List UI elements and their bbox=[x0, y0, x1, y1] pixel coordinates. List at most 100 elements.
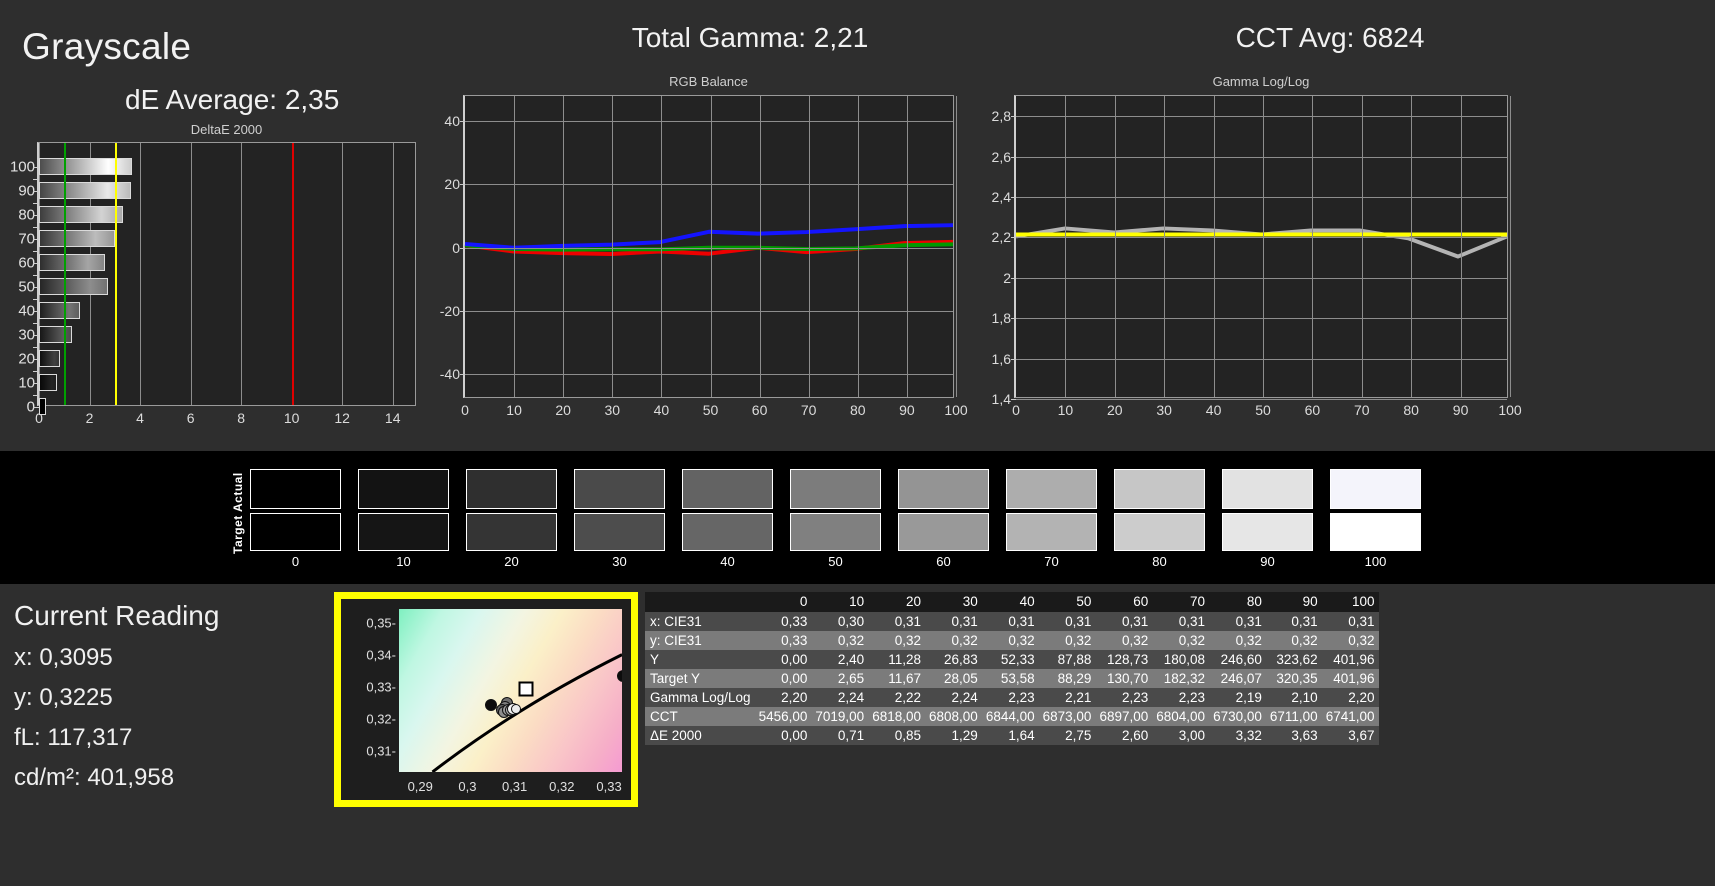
gamma-loglog-xtick-label: 60 bbox=[1304, 402, 1321, 418]
table-cell: 0,31 bbox=[981, 612, 1039, 631]
rgb-balance-chart[interactable]: -40 -20 0 20 40 0 10 20 30 40 50 60 70 80 90 100 bbox=[440, 95, 968, 418]
gamma-loglog-gridline bbox=[1016, 237, 1507, 239]
cie-xtick-label: 0,33 bbox=[596, 779, 622, 794]
table-row[interactable]: x: CIE31 0,33 0,30 0,31 0,31 0,31 0,31 0,31 0,31… bbox=[645, 612, 1379, 631]
rgb-balance-gridline-v bbox=[759, 96, 761, 397]
gamma-loglog-ytick-mark bbox=[1011, 277, 1016, 279]
table-cell: 0,31 bbox=[1038, 612, 1096, 631]
table-row[interactable]: Target Y 0,00 2,65 11,67 28,05 53,58 88,29 130,… bbox=[645, 669, 1379, 688]
deltae-ytick-mark bbox=[33, 359, 39, 360]
gamma-loglog-gridline-v bbox=[1065, 96, 1067, 397]
gamma-loglog-ytick-mark bbox=[1011, 358, 1016, 360]
table-column-header: 0 bbox=[754, 592, 812, 612]
rgb-balance-gridline-v bbox=[514, 96, 516, 397]
rgb-balance-gridline-v bbox=[956, 96, 957, 397]
total-gamma-readout: Total Gamma: 2,21 bbox=[631, 22, 869, 53]
deltae-ytick-mark-minor bbox=[33, 251, 39, 252]
table-cell: 0,32 bbox=[868, 631, 925, 650]
table-cell: 2,21 bbox=[1038, 688, 1096, 707]
rgb-balance-xtick-label: 50 bbox=[702, 402, 719, 418]
deltae-ytick-mark-minor bbox=[33, 227, 39, 228]
patch-actual bbox=[574, 469, 665, 509]
table-cell: 2,75 bbox=[1038, 726, 1096, 745]
gamma-loglog-gridline bbox=[1016, 358, 1507, 360]
gamma-loglog-ytick-mark bbox=[1011, 197, 1016, 198]
table-row[interactable]: Y 0,00 2,40 11,28 26,83 52,33 87,88 128,73 180,0… bbox=[645, 650, 1379, 669]
table-row-label: CCT bbox=[645, 707, 755, 726]
table-cell: 6873,00 bbox=[1038, 707, 1096, 726]
gamma-loglog-series bbox=[1015, 226, 1508, 259]
measurements-table[interactable]: 0 10 20 30 40 50 60 70 80 90 100 x: CIE31 0,33 0,30 0,… bbox=[645, 592, 1379, 745]
deltae-xtick-label: 0 bbox=[35, 410, 43, 426]
rgb-balance-gridline bbox=[465, 247, 953, 249]
deltae-ytick-mark bbox=[33, 263, 39, 264]
green-threshold-line bbox=[64, 143, 67, 405]
gamma-loglog-xtick-label: 30 bbox=[1156, 402, 1172, 418]
cie-xtick-label: 0,3 bbox=[458, 779, 477, 794]
deltae-gridline bbox=[241, 143, 243, 405]
table-cell: 0,32 bbox=[1095, 631, 1153, 650]
table-column-header: 100 bbox=[1321, 592, 1379, 612]
gamma-loglog-xtick-label: 10 bbox=[1057, 402, 1074, 418]
page-title: Grayscale bbox=[22, 26, 192, 67]
cie-ytick-label: 0,31- bbox=[366, 743, 396, 759]
patch-actual bbox=[358, 469, 449, 509]
table-cell: 3,63 bbox=[1265, 726, 1322, 745]
cie-ytick-label: 0,32- bbox=[366, 711, 396, 727]
table-cell: 0,31 bbox=[1152, 612, 1210, 631]
rgb-balance-series-blue bbox=[464, 223, 954, 250]
table-cell: 0,31 bbox=[868, 612, 925, 631]
deltae-bar bbox=[39, 374, 57, 391]
table-row-label: x: CIE31 bbox=[645, 612, 755, 631]
target-row-label: Target bbox=[231, 515, 245, 555]
cie-chromaticity-chart[interactable]: 0,35- 0,34- 0,33- 0,32- 0,31- 0,29 0,3 0,31 0,32… bbox=[334, 592, 638, 807]
table-cell: 6804,00 bbox=[1152, 707, 1210, 726]
deltae-ytick-label: 80 bbox=[18, 206, 35, 224]
rgb-balance-xtick-label: 60 bbox=[751, 402, 768, 418]
patch-level-label: 90 bbox=[1260, 554, 1275, 569]
gamma-loglog-gridline-v bbox=[1114, 96, 1116, 397]
rgb-balance-xtick-label: 40 bbox=[653, 402, 670, 418]
deltae-ytick-mark-minor bbox=[33, 299, 39, 300]
table-row[interactable]: ΔE 2000 0,00 0,71 0,85 1,29 1,64 2,75 2,60 3,00 3… bbox=[645, 726, 1379, 745]
deltae-ytick-mark-minor bbox=[33, 371, 39, 372]
gamma-loglog-chart[interactable]: 1,4 1,6 1,8 2 2,2 2,4 2,6 2,8 0 10 20 30 40 50 60 70 80 9… bbox=[992, 95, 1522, 418]
deltae-ytick-label: 30 bbox=[18, 326, 35, 344]
table-row-label: y: CIE31 bbox=[645, 631, 755, 650]
gamma-loglog-gridline bbox=[1016, 277, 1507, 279]
actual-row-label: Actual bbox=[231, 472, 245, 512]
patch-target bbox=[898, 513, 989, 551]
table-row-label: ΔE 2000 bbox=[645, 726, 755, 745]
deltae-2000-chart[interactable]: 0 2 4 6 8 10 12 14 0 10 20 30 40 50 60 70 80 90 100 bbox=[10, 142, 416, 426]
deltae-ytick-label: 90 bbox=[18, 182, 35, 200]
deltae-chart-title: DeltaE 2000 bbox=[190, 122, 263, 137]
table-row[interactable]: y: CIE31 0,33 0,32 0,32 0,32 0,32 0,32 0,32 0,32… bbox=[645, 631, 1379, 650]
table-cell: 2,24 bbox=[811, 688, 869, 707]
patch-target bbox=[682, 513, 773, 551]
gamma-loglog-gridline-v bbox=[1213, 96, 1215, 397]
table-cell: 53,58 bbox=[981, 669, 1039, 688]
rgb-balance-gridline-v bbox=[906, 96, 908, 397]
rgb-balance-ytick-mark bbox=[460, 310, 465, 312]
table-cell: 246,60 bbox=[1209, 650, 1266, 669]
rgb-balance-ytick-mark bbox=[460, 373, 465, 375]
table-cell: 2,23 bbox=[1152, 688, 1210, 707]
patch-level-label: 70 bbox=[1044, 554, 1059, 569]
deltae-ytick-mark-minor bbox=[33, 275, 39, 276]
table-cell: 11,67 bbox=[868, 669, 925, 688]
table-cell: 2,65 bbox=[811, 669, 869, 688]
deltae-xtick-label: 4 bbox=[136, 410, 144, 426]
table-row[interactable]: CCT 5456,00 7019,00 6818,00 6808,00 6844,00 68… bbox=[645, 707, 1379, 726]
deltae-gridline bbox=[89, 143, 91, 405]
table-cell: 3,67 bbox=[1321, 726, 1379, 745]
table-row[interactable]: Gamma Log/Log 2,20 2,24 2,22 2,24 2,23 2,21 2,2… bbox=[645, 688, 1379, 707]
table-cell: 128,73 bbox=[1095, 650, 1153, 669]
deltae-ytick-label: 50 bbox=[18, 278, 35, 296]
current-reading-fl: fL: 117,317 bbox=[14, 724, 133, 751]
table-cell: 0,31 bbox=[1321, 612, 1379, 631]
table-column-header: 20 bbox=[868, 592, 925, 612]
patch-target bbox=[1330, 513, 1421, 551]
patch-level-label: 20 bbox=[504, 554, 519, 569]
gamma-loglog-ytick-mark bbox=[1011, 116, 1016, 118]
table-corner-cell bbox=[645, 592, 755, 612]
